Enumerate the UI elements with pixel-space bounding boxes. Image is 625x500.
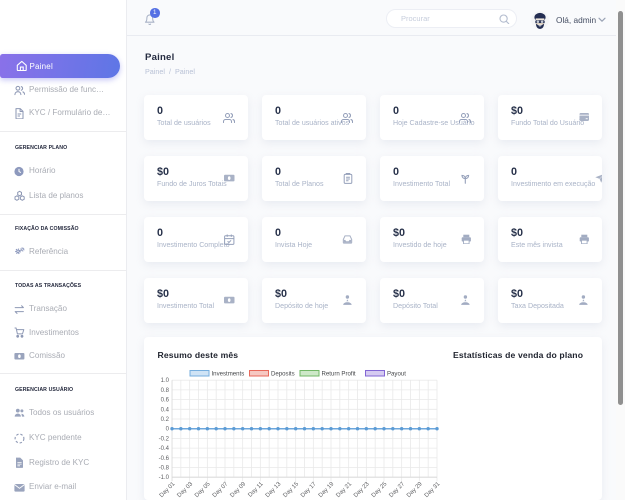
svg-text:0.8: 0.8 bbox=[161, 388, 170, 394]
svg-text:Day 31: Day 31 bbox=[424, 481, 442, 499]
svg-text:0: 0 bbox=[166, 426, 170, 432]
svg-text:0.4: 0.4 bbox=[161, 407, 170, 413]
svg-text:0.6: 0.6 bbox=[161, 397, 170, 403]
svg-text:-0.6: -0.6 bbox=[159, 456, 170, 462]
svg-text:0.2: 0.2 bbox=[161, 417, 170, 423]
svg-text:Day 15: Day 15 bbox=[282, 481, 300, 499]
svg-text:Day 23: Day 23 bbox=[353, 481, 371, 499]
svg-text:Deposits: Deposits bbox=[271, 370, 295, 377]
svg-text:-0.2: -0.2 bbox=[159, 436, 170, 442]
svg-text:Day 27: Day 27 bbox=[388, 481, 406, 499]
svg-text:Day 19: Day 19 bbox=[318, 481, 336, 499]
svg-text:Day 21: Day 21 bbox=[335, 481, 353, 499]
svg-text:1.0: 1.0 bbox=[161, 378, 170, 384]
svg-text:Day 07: Day 07 bbox=[212, 481, 230, 499]
svg-text:Return Profit: Return Profit bbox=[322, 370, 356, 377]
svg-text:Day 25: Day 25 bbox=[371, 481, 389, 499]
svg-text:Day 01: Day 01 bbox=[159, 481, 177, 499]
svg-text:Day 05: Day 05 bbox=[194, 481, 212, 499]
svg-text:Day 17: Day 17 bbox=[300, 481, 318, 499]
svg-text:Investments: Investments bbox=[212, 370, 245, 377]
svg-text:-0.4: -0.4 bbox=[159, 446, 170, 452]
svg-text:Day 03: Day 03 bbox=[176, 481, 194, 499]
svg-text:Day 11: Day 11 bbox=[247, 481, 265, 499]
svg-text:Payout: Payout bbox=[387, 370, 406, 377]
svg-text:Day 09: Day 09 bbox=[229, 481, 247, 499]
svg-text:-0.8: -0.8 bbox=[159, 465, 170, 471]
svg-text:-1.0: -1.0 bbox=[159, 475, 170, 481]
svg-text:Day 13: Day 13 bbox=[265, 481, 283, 499]
svg-text:Day 29: Day 29 bbox=[406, 481, 424, 499]
